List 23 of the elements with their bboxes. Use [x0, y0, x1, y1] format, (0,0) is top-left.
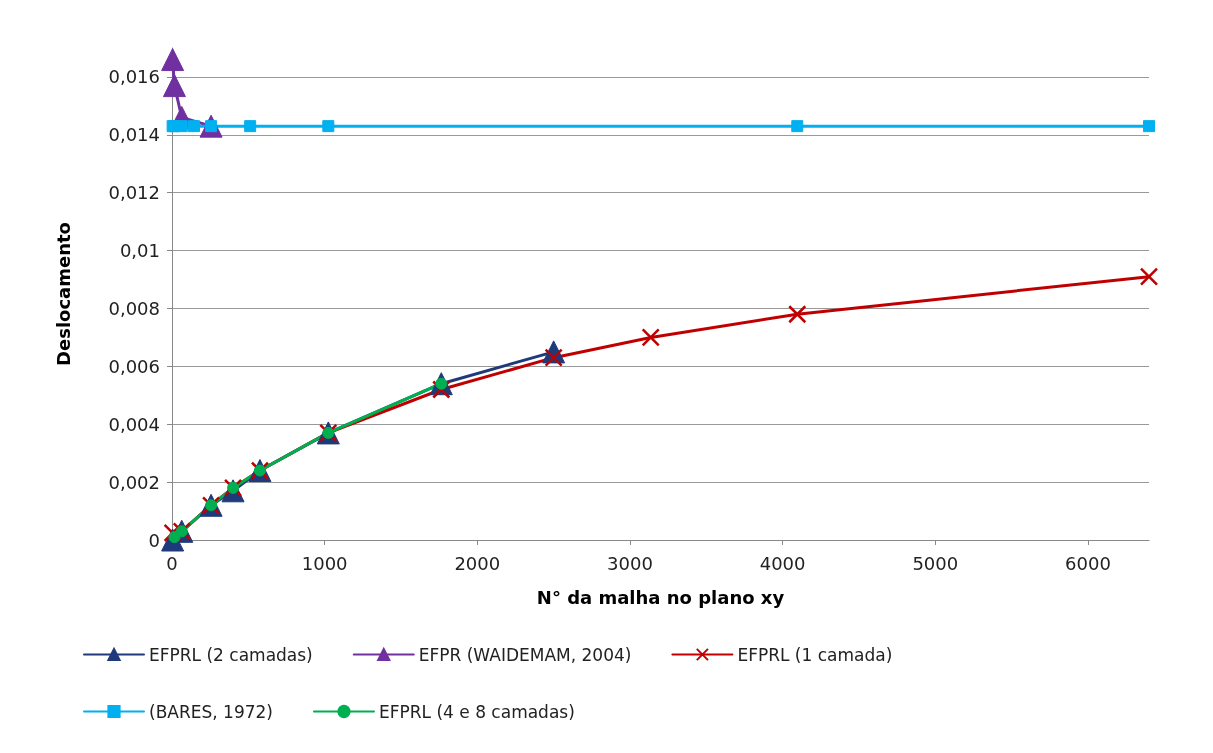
- y-tick-label: 0,002: [108, 471, 160, 493]
- y-tick-label: 0,014: [108, 124, 160, 146]
- x-tick-label: 1000: [301, 552, 348, 574]
- y-tick-label: 0,016: [108, 66, 160, 88]
- x-tick-label: 5000: [912, 552, 959, 574]
- x-tick-label: 2000: [454, 552, 501, 574]
- legend-label: EFPR (WAIDEMAM, 2004): [418, 644, 632, 665]
- x-tick-label: 0: [166, 552, 178, 574]
- legend-label: (BARES, 1972): [149, 701, 273, 722]
- y-tick-label: 0,012: [108, 182, 160, 204]
- legend-label: EFPRL (1 camada): [737, 644, 893, 665]
- y-tick-label: 0,01: [119, 240, 160, 262]
- y-axis-title: Deslocamento: [52, 222, 74, 366]
- y-tick-label: 0,006: [108, 355, 160, 377]
- y-tick-label: 0,008: [108, 297, 160, 319]
- y-tick-label: 0,004: [108, 413, 160, 435]
- y-tick-label: 0: [148, 529, 160, 551]
- x-axis-title: N° da malha no plano xy: [536, 586, 785, 608]
- x-tick-label: 6000: [1065, 552, 1111, 574]
- legend-label: EFPRL (2 camadas): [149, 644, 313, 665]
- x-tick-label: 4000: [759, 552, 806, 574]
- legend-label: EFPRL (4 e 8 camadas): [378, 701, 575, 722]
- x-tick-label: 3000: [607, 552, 653, 574]
